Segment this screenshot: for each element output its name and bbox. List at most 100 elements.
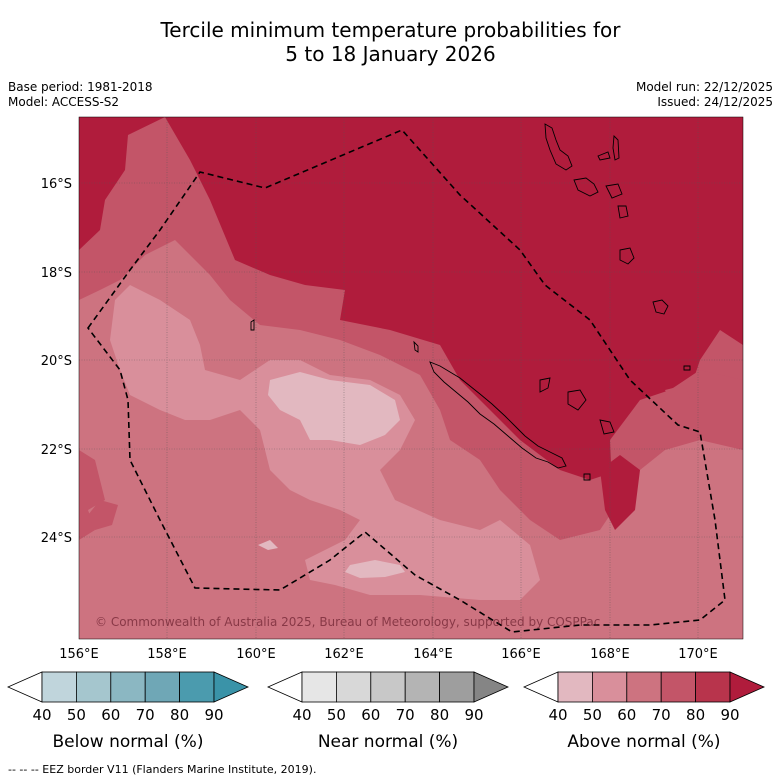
colorbar-below-tick-40: 40 xyxy=(32,706,51,724)
latitude-labels: 16°S 18°S 20°S 22°S 24°S xyxy=(41,177,72,546)
colorbar-below-segment-4 xyxy=(179,671,215,703)
colorbar-near-segment-4 xyxy=(439,671,475,703)
colorbar-above-tick-90: 90 xyxy=(720,706,739,724)
region-above-70-80-c xyxy=(88,500,118,530)
small-island-3 xyxy=(583,473,591,481)
meta-right: Model run: 22/12/2025 Issued: 24/12/2025 xyxy=(636,80,773,110)
vanuatu-island-6 xyxy=(617,205,629,219)
colorbar-above-tick-80: 80 xyxy=(686,706,705,724)
colorbar-above-segment-1 xyxy=(592,671,628,703)
colorbar-above-max-extension xyxy=(729,671,765,703)
colorbar-near-segment-1 xyxy=(335,671,372,703)
loyalty-island-1 xyxy=(539,377,551,393)
colorbar-near-segment-2 xyxy=(370,671,406,703)
region-above-50-60 xyxy=(110,285,540,600)
lon-label-168: 168°E xyxy=(590,647,630,662)
colorbar-near-max-extension xyxy=(473,671,509,703)
colorbar-below-min-extension xyxy=(7,671,43,703)
colorbar-above-tick-50: 50 xyxy=(583,706,602,724)
colorbar-near-segment-3 xyxy=(404,671,441,703)
small-island-1 xyxy=(250,319,255,331)
colorbar-below-max-extension xyxy=(213,671,249,703)
model-run: Model run: 22/12/2025 xyxy=(635,80,773,94)
colorbar-below-segment-0 xyxy=(41,671,77,703)
lon-label-166: 166°E xyxy=(501,647,541,662)
colorbar-below-segment-3 xyxy=(144,671,180,703)
loyalty-island-3 xyxy=(599,419,615,435)
title-line-2: 5 to 18 January 2026 xyxy=(285,42,496,66)
base-period: Base period: 1981-2018 xyxy=(8,80,153,94)
longitude-labels: 156°E 158°E 160°E 162°E 164°E 166°E 168°… xyxy=(59,647,718,662)
lat-label-18: 18°S xyxy=(41,266,72,281)
colorbar-near-segment-0 xyxy=(301,671,337,703)
colorbar-near-tick-90: 90 xyxy=(464,706,483,724)
region-above-70-80-d xyxy=(665,385,690,410)
vanuatu-island-3 xyxy=(612,134,620,161)
lon-label-170: 170°E xyxy=(678,647,718,662)
lat-label-20: 20°S xyxy=(41,354,72,369)
colorbar-above-segment-4 xyxy=(695,671,731,703)
vanuatu-island-5 xyxy=(605,183,623,199)
title-line-1: Tercile minimum temperature probabilitie… xyxy=(160,18,621,42)
colorbar-below-tick-50: 50 xyxy=(67,706,86,724)
colorbar-below-tick-60: 60 xyxy=(101,706,120,724)
colorbar-near-tick-40: 40 xyxy=(292,706,311,724)
lon-label-162: 162°E xyxy=(324,647,364,662)
eez-border xyxy=(87,129,726,633)
new-caledonia-outline xyxy=(429,361,567,469)
meta-left: Base period: 1981-2018 Model: ACCESS-S2 xyxy=(8,80,153,110)
colorbar-above-min-extension xyxy=(523,671,559,703)
lon-label-158: 158°E xyxy=(147,647,187,662)
colorbar-near-min-extension xyxy=(267,671,303,703)
region-above-40-50 xyxy=(268,372,400,445)
colorbar-above-title: Above normal (%) xyxy=(567,732,720,752)
copyright-text: © Commonwealth of Australia 2025, Bureau… xyxy=(95,615,600,629)
footer-note: -- -- -- EEZ border V11 (Flanders Marine… xyxy=(8,763,317,776)
lat-label-22: 22°S xyxy=(41,443,72,458)
colorbar-above-segment-2 xyxy=(626,671,662,703)
colorbar-above-tick-40: 40 xyxy=(548,706,567,724)
model-name: Model: ACCESS-S2 xyxy=(8,95,120,109)
colorbar-near-tick-60: 60 xyxy=(361,706,380,724)
vanuatu-island-7 xyxy=(619,247,635,265)
colorbar-below-tick-80: 80 xyxy=(170,706,189,724)
map-frame xyxy=(78,116,744,640)
lat-label-16: 16°S xyxy=(41,177,72,192)
colorbar-above-tick-70: 70 xyxy=(652,706,671,724)
colorbar-near-title: Near normal (%) xyxy=(318,732,458,752)
region-above-40-50-b xyxy=(345,560,405,578)
vanuatu-island-1 xyxy=(544,123,573,171)
colorbar-below-segment-1 xyxy=(76,671,112,703)
colorbar-above-tick-60: 60 xyxy=(617,706,636,724)
fiji-west-island-1 xyxy=(652,299,669,315)
lon-label-156: 156°E xyxy=(59,647,99,662)
probability-field: © Commonwealth of Australia 2025, Bureau… xyxy=(79,117,743,639)
colorbar-above-segment-0 xyxy=(557,671,593,703)
vanuatu-island-2 xyxy=(597,151,611,161)
fiji-west-island-2 xyxy=(683,365,691,371)
gridlines xyxy=(79,117,743,639)
colorbar-below-tick-90: 90 xyxy=(204,706,223,724)
colorbar-near-tick-70: 70 xyxy=(396,706,415,724)
colorbar-near-tick-80: 80 xyxy=(430,706,449,724)
colorbar-below-segment-2 xyxy=(110,671,146,703)
colorbar-near: 40 50 60 70 80 90 Near normal (%) xyxy=(267,671,509,752)
region-above-80-90-e xyxy=(600,455,640,530)
small-island-2 xyxy=(413,340,419,353)
loyalty-island-2 xyxy=(567,389,587,411)
colorbar-near-tick-50: 50 xyxy=(327,706,346,724)
colorbar-below-title: Below normal (%) xyxy=(53,732,204,752)
issued-date: Issued: 24/12/2025 xyxy=(657,95,773,109)
coastlines xyxy=(250,123,691,481)
lat-label-24: 24°S xyxy=(41,531,72,546)
colorbar-above-segment-3 xyxy=(660,671,697,703)
lon-label-164: 164°E xyxy=(413,647,453,662)
colorbar-below-tick-70: 70 xyxy=(136,706,155,724)
region-above-60-70 xyxy=(79,240,743,639)
lon-label-160: 160°E xyxy=(236,647,276,662)
region-above-40-50-c xyxy=(258,540,278,550)
